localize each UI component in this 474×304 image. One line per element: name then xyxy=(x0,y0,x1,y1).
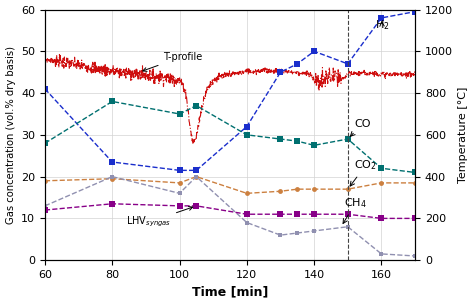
Text: CO: CO xyxy=(350,119,371,136)
Text: T-profile: T-profile xyxy=(143,52,202,71)
Text: CO$_2$: CO$_2$ xyxy=(350,158,377,186)
Text: H$_2$: H$_2$ xyxy=(374,18,389,32)
Text: LHV$_{syngas}$: LHV$_{syngas}$ xyxy=(126,206,193,230)
Text: CH$_4$: CH$_4$ xyxy=(343,196,367,223)
Y-axis label: Temperature [°C]: Temperature [°C] xyxy=(458,87,468,183)
Y-axis label: Gas concentration (vol.% dry basis): Gas concentration (vol.% dry basis) xyxy=(6,46,16,224)
X-axis label: Time [min]: Time [min] xyxy=(192,285,268,299)
